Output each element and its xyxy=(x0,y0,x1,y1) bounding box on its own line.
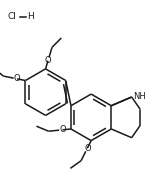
Text: NH: NH xyxy=(134,92,146,102)
Text: O: O xyxy=(59,125,66,134)
Text: O: O xyxy=(45,56,51,65)
Text: O: O xyxy=(14,74,20,83)
Text: O: O xyxy=(84,144,91,153)
Text: H: H xyxy=(27,12,34,21)
Text: Cl: Cl xyxy=(8,12,17,21)
